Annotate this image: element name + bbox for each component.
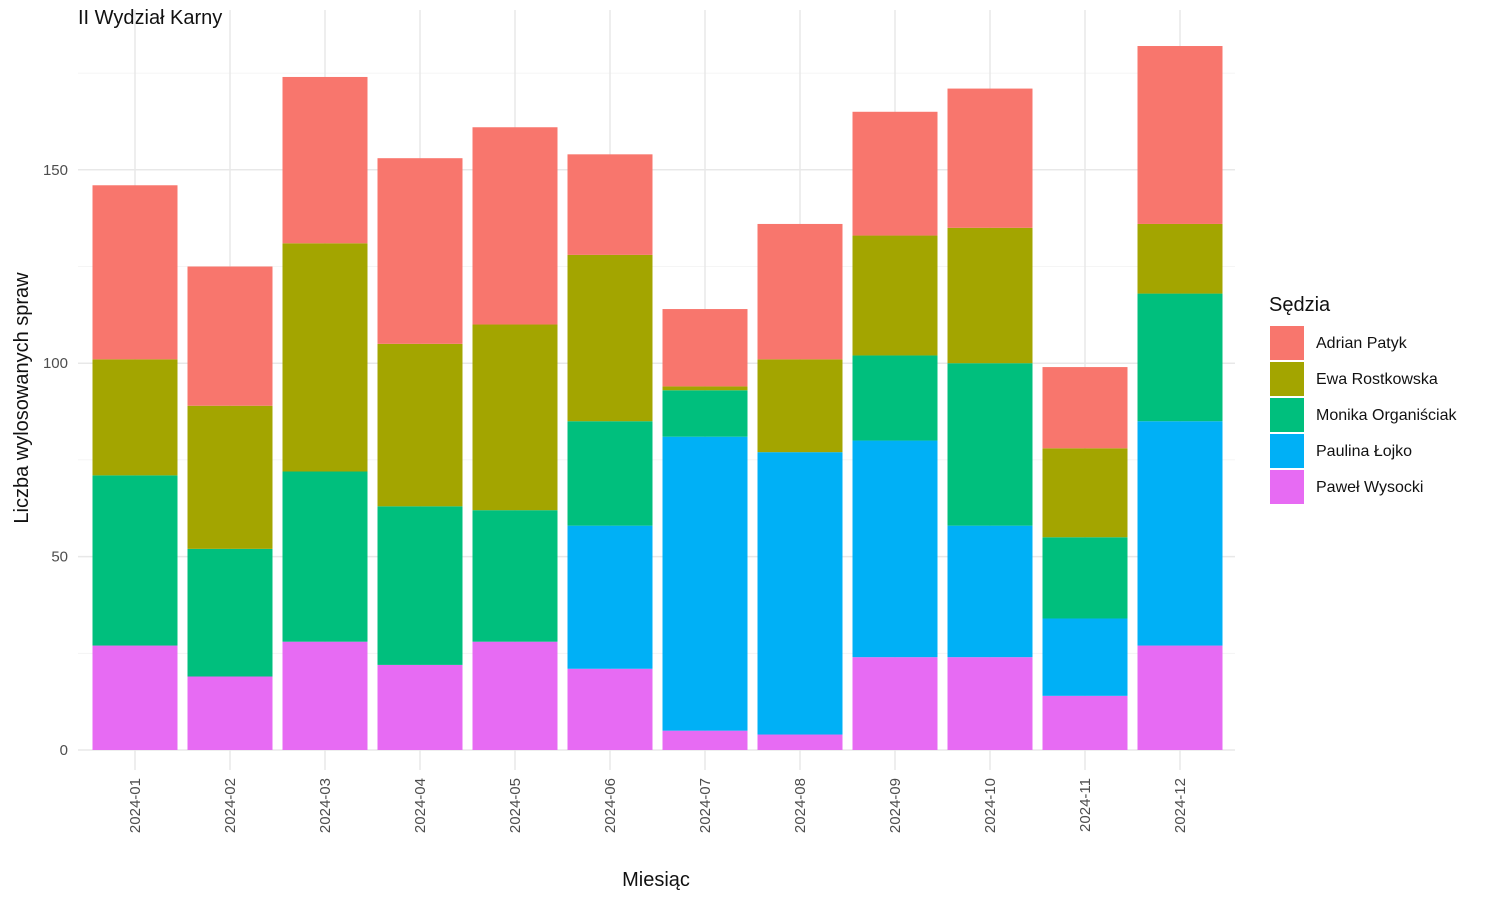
bar-segment — [662, 386, 748, 391]
legend-title: Sędzia — [1269, 294, 1331, 316]
x-tick-label: 2024-09 — [887, 778, 904, 833]
bar-segment — [92, 185, 178, 360]
x-axis-title: Miesiąc — [622, 869, 690, 891]
bar-segment — [567, 254, 653, 422]
bar-segment — [1042, 367, 1128, 449]
bar-segment — [757, 734, 843, 750]
bar-segment — [1137, 223, 1223, 294]
bar-segment — [662, 730, 748, 750]
bar-segment — [377, 506, 463, 665]
bar-segment — [282, 471, 368, 642]
bar-segment — [852, 657, 938, 750]
bar-segment — [757, 223, 843, 360]
bar-segment — [187, 676, 273, 750]
bar-segment — [472, 641, 558, 750]
legend-label: Paweł Wysocki — [1316, 479, 1423, 496]
bar-segment — [852, 235, 938, 356]
x-tick-label: 2024-08 — [792, 778, 809, 833]
bar-segment — [472, 324, 558, 511]
bar-segment — [1137, 421, 1223, 646]
bar-segment — [1137, 46, 1223, 224]
x-tick-label: 2024-07 — [697, 778, 714, 833]
legend-key — [1270, 326, 1304, 360]
bar-segment — [757, 452, 843, 735]
bar-segment — [947, 88, 1033, 228]
bars — [92, 46, 1223, 750]
legend: Sędzia Adrian Patyk Ewa Rostkowska Monika O… — [1269, 294, 1458, 504]
legend-key — [1270, 398, 1304, 432]
bar-segment — [567, 668, 653, 750]
bar-segment — [377, 664, 463, 750]
x-tick-label: 2024-10 — [982, 778, 999, 833]
axes: 0 50 100 150 2024-01 2024-02 2024-03 2024-04 202… — [11, 162, 1189, 891]
y-tick-label: 100 — [43, 355, 68, 372]
chart-title: II Wydział Karny — [78, 7, 223, 29]
x-tick-label: 2024-05 — [507, 778, 524, 833]
bar-segment — [1042, 695, 1128, 750]
bar-segment — [187, 548, 273, 677]
bar-segment — [377, 343, 463, 507]
bar-segment — [947, 525, 1033, 658]
bar-segment — [662, 436, 748, 731]
bar-segment — [947, 227, 1033, 364]
bar-segment — [472, 127, 558, 325]
legend-key — [1270, 434, 1304, 468]
x-tick-label: 2024-11 — [1077, 778, 1094, 832]
legend-key — [1270, 470, 1304, 504]
x-tick-label: 2024-01 — [127, 778, 144, 833]
bar-segment — [757, 359, 843, 453]
legend-label: Monika Organiściak — [1316, 407, 1458, 424]
y-tick-label: 0 — [60, 742, 68, 759]
x-tick-label: 2024-12 — [1172, 778, 1189, 833]
bar-segment — [567, 154, 653, 255]
legend-label: Paulina Łojko — [1316, 443, 1412, 460]
bar-segment — [282, 641, 368, 750]
bar-segment — [1042, 537, 1128, 619]
bar-segment — [947, 363, 1033, 526]
bar-segment — [947, 657, 1033, 750]
bar-segment — [1042, 448, 1128, 538]
x-tick-label: 2024-02 — [222, 778, 239, 833]
bar-segment — [187, 266, 273, 406]
legend-label: Adrian Patyk — [1316, 335, 1408, 352]
bar-segment — [92, 475, 178, 646]
bar-segment — [187, 405, 273, 549]
bar-segment — [852, 440, 938, 658]
bar-segment — [472, 510, 558, 642]
bar-segment — [282, 243, 368, 472]
bar-segment — [662, 309, 748, 387]
legend-label: Ewa Rostkowska — [1316, 371, 1438, 388]
bar-segment — [377, 158, 463, 344]
bar-segment — [282, 76, 368, 244]
bar-segment — [92, 645, 178, 750]
x-tick-label: 2024-03 — [317, 778, 334, 833]
bar-segment — [92, 359, 178, 476]
y-axis-title: Liczba wylosowanych spraw — [11, 272, 33, 524]
bar-segment — [852, 355, 938, 441]
bar-segment — [662, 390, 748, 437]
x-tick-label: 2024-04 — [412, 778, 429, 833]
y-tick-label: 50 — [51, 549, 68, 566]
bar-segment — [567, 421, 653, 526]
bar-segment — [852, 111, 938, 236]
bar-segment — [567, 525, 653, 669]
y-tick-label: 150 — [43, 162, 68, 179]
bar-segment — [1137, 645, 1223, 750]
legend-key — [1270, 362, 1304, 396]
x-tick-label: 2024-06 — [602, 778, 619, 833]
bar-segment — [1042, 618, 1128, 696]
bar-segment — [1137, 293, 1223, 422]
